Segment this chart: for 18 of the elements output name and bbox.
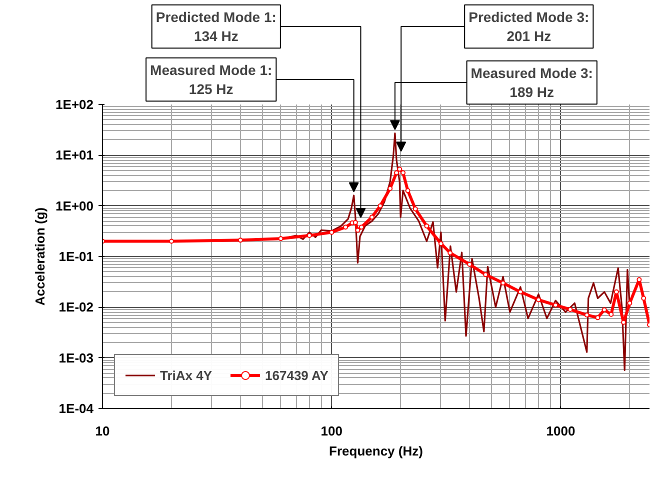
legend-label: 167439 AY: [265, 368, 328, 382]
y-axis-title: Acceleration (g): [32, 207, 48, 306]
annotation: Measured Mode 3: 189 Hz: [470, 64, 593, 100]
annotation: Measured Mode 1: 125 Hz: [150, 62, 272, 98]
x-tick-label: 10: [95, 424, 110, 438]
legend-label: TriAx 4Y: [160, 368, 212, 382]
x-axis-title: Frequency (Hz): [329, 444, 423, 458]
annotation: Predicted Mode 3: 201 Hz: [468, 8, 590, 44]
y-tick-label: 1E+02: [56, 97, 94, 112]
y-tick-label: 1E-01: [58, 249, 94, 264]
y-tick-label: 1E+01: [56, 148, 94, 163]
y-tick-label: 1E-04: [58, 401, 94, 416]
annotation: Predicted Mode 1: 134 Hz: [156, 8, 276, 44]
y-tick-label: 1E-03: [58, 350, 94, 366]
y-tick-label: 1E-02: [58, 300, 94, 315]
x-tick-label: 100: [320, 424, 342, 438]
x-tick-label: 1000: [546, 424, 576, 438]
y-tick-label: 1E+00: [56, 198, 94, 214]
